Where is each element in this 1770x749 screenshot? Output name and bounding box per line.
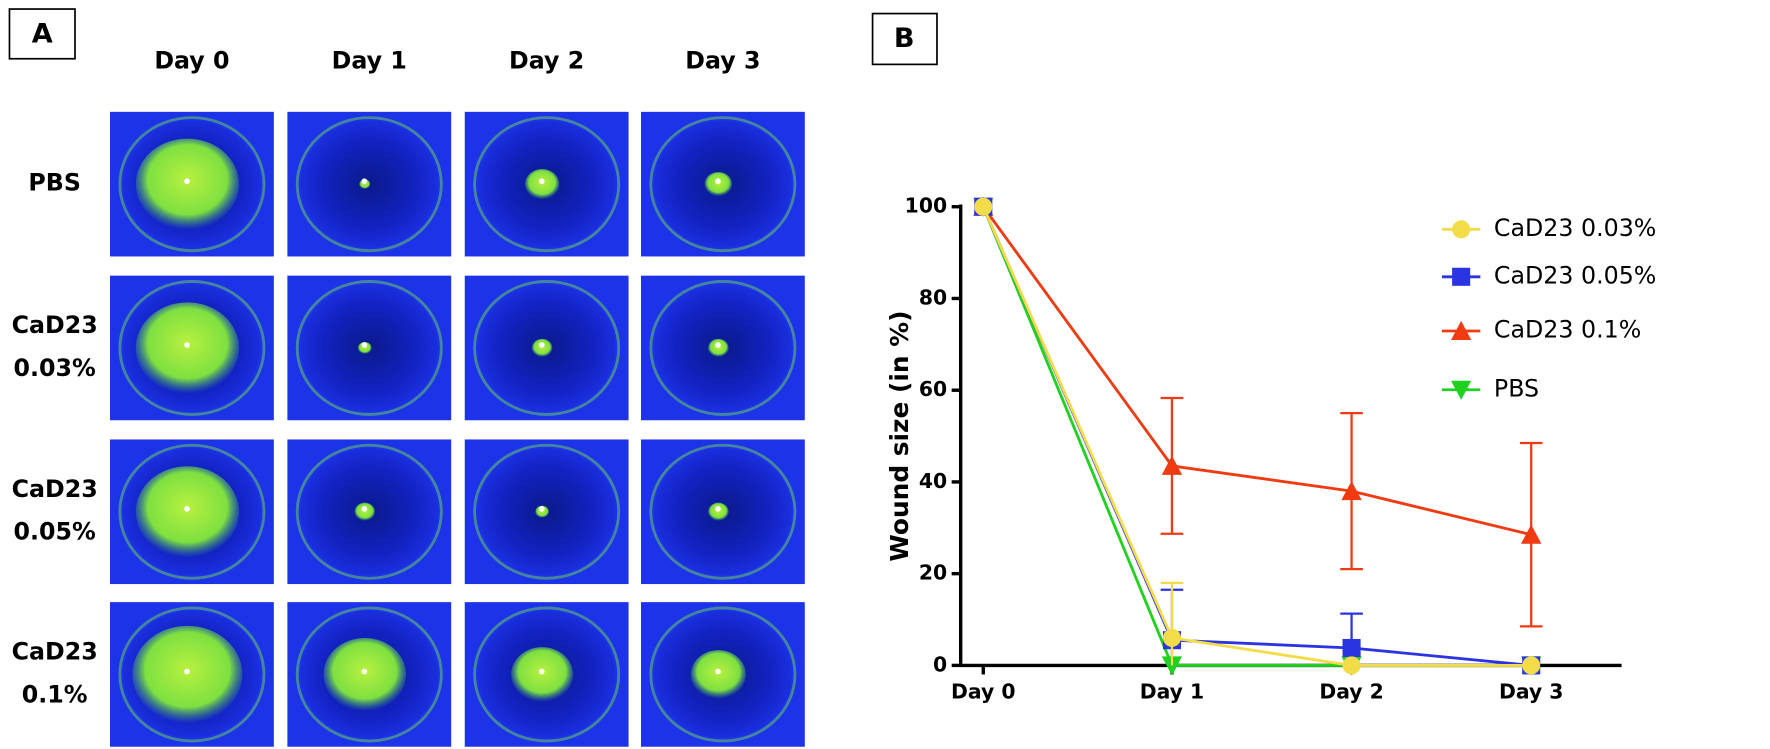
panel-box [871,12,938,66]
stain [708,338,729,358]
y-axis-title: Wound size (in %) [885,311,914,562]
plot: 0 20 40 60 80 100 Day 0 Day 1 Day 2 Day 3 Wound si… [885,194,1657,704]
stain [132,625,243,724]
x-tick-label: Day 3 [1499,680,1563,704]
eye-rim [295,116,443,253]
eye-rim [649,116,797,253]
stain [135,302,240,394]
legend: CaD23 0.03% CaD23 0.05% CaD23 0.1% PBS [1441,214,1656,402]
x-tick-label: Day 0 [951,680,1015,704]
series [973,196,1543,628]
eye-rim [118,443,266,580]
y-tick-label: 20 [919,561,947,585]
marker [974,197,993,216]
panel-label: A [32,19,53,50]
reflection [538,342,545,348]
stain [535,505,550,518]
stain [354,502,376,521]
legend-label: CaD23 0.1% [1494,316,1641,344]
eye-rim [295,443,443,580]
row-label: CaD23 [12,311,98,339]
reflection [715,506,721,512]
panel-box [8,8,76,60]
reflection [361,506,368,512]
reflection [538,506,545,512]
image-grid [110,111,805,747]
reflection [715,178,721,185]
marker [1450,320,1472,341]
series [974,197,1541,675]
stain [357,341,372,355]
y-tick-label: 60 [919,377,947,401]
legend-label: CaD23 0.03% [1494,214,1656,242]
stain [704,171,733,197]
marker [1342,638,1361,658]
marker [1161,656,1183,676]
stain [524,168,560,200]
column-label: Day 3 [685,47,760,75]
panel-label: B [894,23,915,54]
eye-rim [649,280,797,416]
reflection [361,342,368,348]
reflection [184,506,190,512]
reflection [538,668,545,675]
marker [1452,267,1471,286]
reflection [184,668,190,675]
marker [1450,380,1472,400]
marker [1161,455,1183,475]
marker [1452,220,1471,239]
line [981,206,1532,667]
line [982,205,1532,537]
eye-rim [473,606,621,743]
reflection [184,178,190,185]
marker [1341,480,1362,501]
legend-label: PBS [1494,374,1539,402]
eye-rim [649,606,797,743]
marker [1342,656,1361,675]
y-tick-label: 40 [919,469,947,493]
legend-label: CaD23 0.05% [1494,261,1656,289]
eye-rim [118,606,266,743]
column-label: Day 0 [154,47,229,75]
row-label: CaD23 [12,475,98,503]
reflection [538,178,545,185]
stain [323,637,407,711]
row-label: 0.03% [14,354,97,382]
y-tick-label: 100 [905,194,947,218]
row-label: PBS [28,169,81,197]
eye-rim [473,280,621,416]
y-tick-label: 0 [933,652,947,676]
stain [135,138,240,230]
row-label: 0.1% [22,680,88,708]
eye-rim [295,606,443,743]
reflection [715,342,721,348]
marker [1521,524,1542,544]
eye-rim [473,443,621,580]
stain [690,650,746,699]
eye-rim [295,280,443,416]
stain [708,502,729,521]
eye-rim [649,443,797,580]
x-tick-label: Day 2 [1319,680,1383,704]
column-label: Day 1 [332,47,407,75]
eye-rim [118,116,266,253]
y-tick-label: 80 [919,285,947,309]
reflection [361,668,368,675]
eye-rim [118,280,266,416]
eye-rim [473,116,621,253]
stain [511,647,574,702]
marker [1522,656,1541,675]
row-label: CaD23 [12,637,98,665]
x-tick-label: Day 1 [1140,680,1204,704]
reflection [361,178,368,185]
row-label: 0.05% [14,518,97,546]
reflection [184,342,190,348]
stain [135,466,240,558]
reflection [715,668,721,675]
marker [1162,628,1181,647]
stain [531,338,553,358]
column-label: Day 2 [509,47,584,75]
